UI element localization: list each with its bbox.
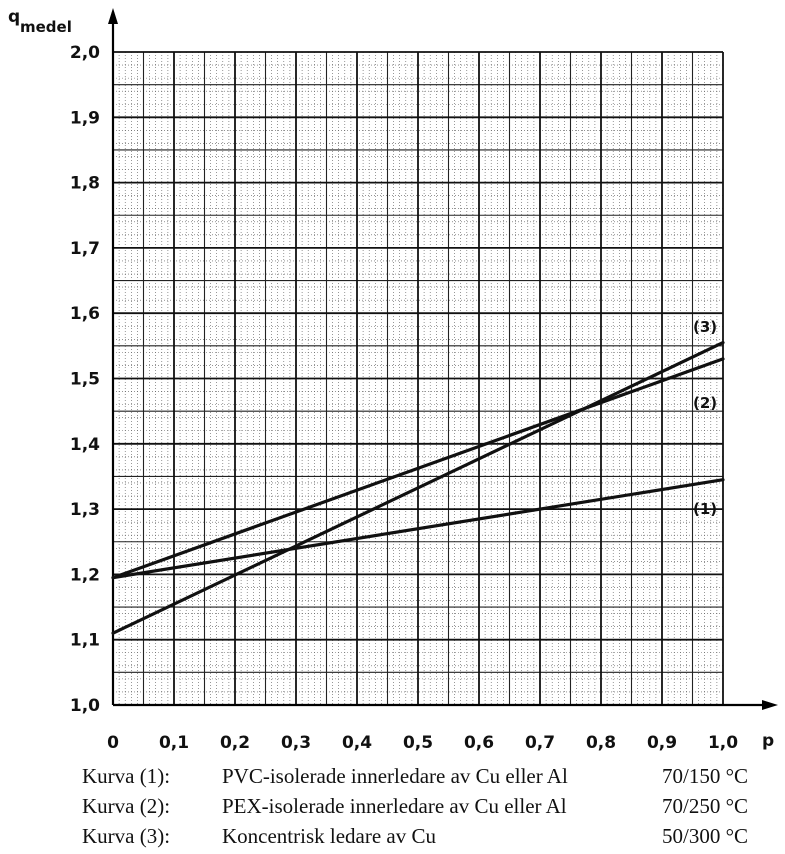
x-tick-label: 0,4 bbox=[342, 733, 372, 753]
y-tick-label: 1,3 bbox=[70, 500, 100, 520]
y-tick-label: 1,4 bbox=[70, 435, 100, 455]
y-tick-label: 1,8 bbox=[70, 174, 100, 194]
curves: (1) (2) (3) bbox=[111, 318, 725, 635]
legend-row-2-description: PEX-isolerade innerledare av Cu eller Al bbox=[222, 794, 567, 818]
y-tick-label: 1,0 bbox=[70, 696, 100, 716]
x-tick-label: 0,7 bbox=[525, 733, 555, 753]
x-tick-label: 0,5 bbox=[403, 733, 433, 753]
series-line bbox=[111, 478, 725, 580]
x-tick-label: 0,9 bbox=[647, 733, 677, 753]
y-tick-label: 1,9 bbox=[70, 108, 100, 128]
grid-minor bbox=[113, 52, 723, 705]
y-tick-label: 1,7 bbox=[70, 239, 100, 259]
legend-row-1-curve: Kurva (1): bbox=[82, 764, 171, 788]
series-label: (3) bbox=[693, 318, 717, 336]
series-label: (1) bbox=[693, 500, 717, 518]
legend-row-3-curve: Kurva (3): bbox=[82, 824, 171, 848]
legend-row-3-temps: 50/300 °C bbox=[662, 824, 748, 848]
y-axis-arrow bbox=[108, 8, 118, 24]
y-tick-label: 1,1 bbox=[70, 631, 100, 651]
x-tick-label: 0,8 bbox=[586, 733, 616, 753]
legend-row-2-temps: 70/250 °C bbox=[662, 794, 748, 818]
y-tick-label: 1,6 bbox=[70, 304, 100, 324]
x-tick-label: 0 bbox=[107, 733, 119, 753]
chart-figure: 0 0,1 0,2 0,3 0,4 0,5 0,6 0,7 0,8 0,9 1,0 1,0 1,1 1,2… bbox=[8, 7, 778, 753]
axes bbox=[108, 8, 778, 710]
x-tick-label: 0,1 bbox=[159, 733, 189, 753]
tick-labels: 0 0,1 0,2 0,3 0,4 0,5 0,6 0,7 0,8 0,9 1,0 1,0 1,1 1,2… bbox=[70, 43, 738, 753]
y-axis-label-subscript: medel bbox=[20, 18, 72, 36]
grid-major bbox=[113, 51, 724, 705]
series-label: (2) bbox=[693, 394, 717, 412]
y-axis-label: q bbox=[8, 7, 20, 27]
series-line bbox=[111, 340, 725, 635]
y-tick-label: 1,2 bbox=[70, 565, 100, 585]
legend-row-1-description: PVC-isolerade innerledare av Cu eller Al bbox=[222, 764, 568, 788]
x-axis-arrow bbox=[762, 700, 778, 710]
x-axis-label: p bbox=[762, 731, 774, 751]
legend-row-1-temps: 70/150 °C bbox=[662, 764, 748, 788]
series-line bbox=[111, 357, 725, 580]
y-tick-label: 1,5 bbox=[70, 370, 100, 390]
legend-row-3-description: Koncentrisk ledare av Cu bbox=[222, 824, 437, 848]
x-tick-label: 0,2 bbox=[220, 733, 250, 753]
x-tick-label: 1,0 bbox=[708, 733, 738, 753]
legend-row-2-curve: Kurva (2): bbox=[82, 794, 171, 818]
x-tick-label: 0,6 bbox=[464, 733, 494, 753]
y-tick-label: 2,0 bbox=[70, 43, 100, 63]
x-tick-label: 0,3 bbox=[281, 733, 311, 753]
